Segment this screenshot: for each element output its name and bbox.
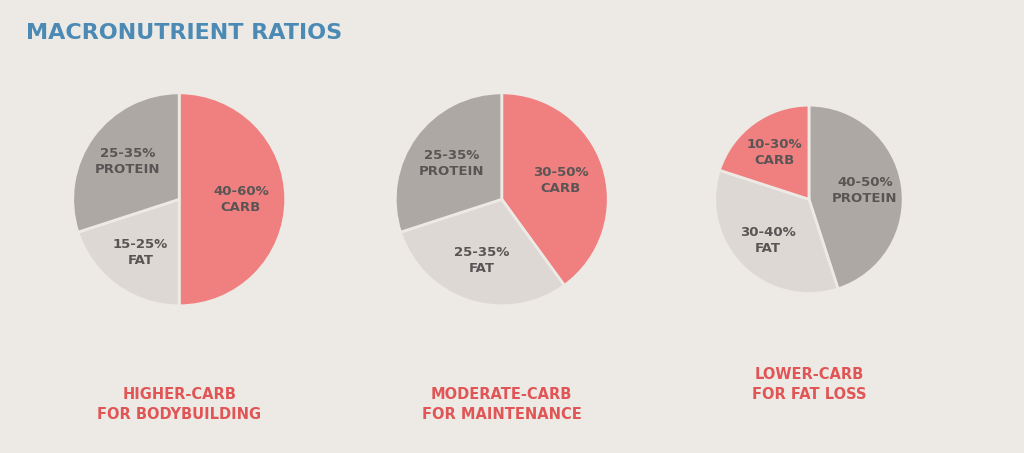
Wedge shape <box>400 199 564 306</box>
Text: 30-40%
FAT: 30-40% FAT <box>739 226 796 255</box>
Wedge shape <box>720 105 809 199</box>
Text: 40-50%
PROTEIN: 40-50% PROTEIN <box>833 176 898 205</box>
Wedge shape <box>809 105 903 289</box>
Text: 10-30%
CARB: 10-30% CARB <box>746 138 803 167</box>
Text: 25-35%
PROTEIN: 25-35% PROTEIN <box>419 149 484 178</box>
Wedge shape <box>715 170 838 294</box>
Text: HIGHER-CARB
FOR BODYBUILDING: HIGHER-CARB FOR BODYBUILDING <box>97 387 261 422</box>
Text: MODERATE-CARB
FOR MAINTENANCE: MODERATE-CARB FOR MAINTENANCE <box>422 387 582 422</box>
Text: 25-35%
PROTEIN: 25-35% PROTEIN <box>95 147 160 176</box>
Wedge shape <box>502 93 608 285</box>
Wedge shape <box>78 199 179 306</box>
Text: 15-25%
FAT: 15-25% FAT <box>113 238 168 267</box>
Text: LOWER-CARB
FOR FAT LOSS: LOWER-CARB FOR FAT LOSS <box>752 367 866 402</box>
Wedge shape <box>73 93 179 232</box>
Text: 30-50%
CARB: 30-50% CARB <box>532 166 589 195</box>
Text: 25-35%
FAT: 25-35% FAT <box>455 246 510 275</box>
Text: MACRONUTRIENT RATIOS: MACRONUTRIENT RATIOS <box>26 23 342 43</box>
Wedge shape <box>395 93 502 232</box>
Text: 40-60%
CARB: 40-60% CARB <box>213 185 269 214</box>
Wedge shape <box>179 93 286 306</box>
